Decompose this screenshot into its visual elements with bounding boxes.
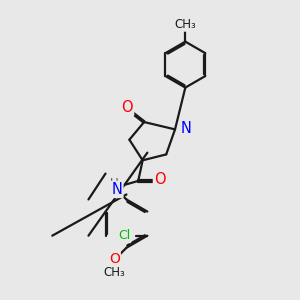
Text: CH₃: CH₃: [104, 266, 125, 279]
Text: Cl: Cl: [118, 229, 130, 242]
Text: O: O: [122, 100, 133, 115]
Text: H: H: [110, 177, 118, 190]
Text: N: N: [180, 121, 191, 136]
Text: O: O: [109, 252, 120, 266]
Text: O: O: [154, 172, 166, 187]
Text: N: N: [112, 182, 122, 197]
Text: CH₃: CH₃: [175, 18, 196, 31]
